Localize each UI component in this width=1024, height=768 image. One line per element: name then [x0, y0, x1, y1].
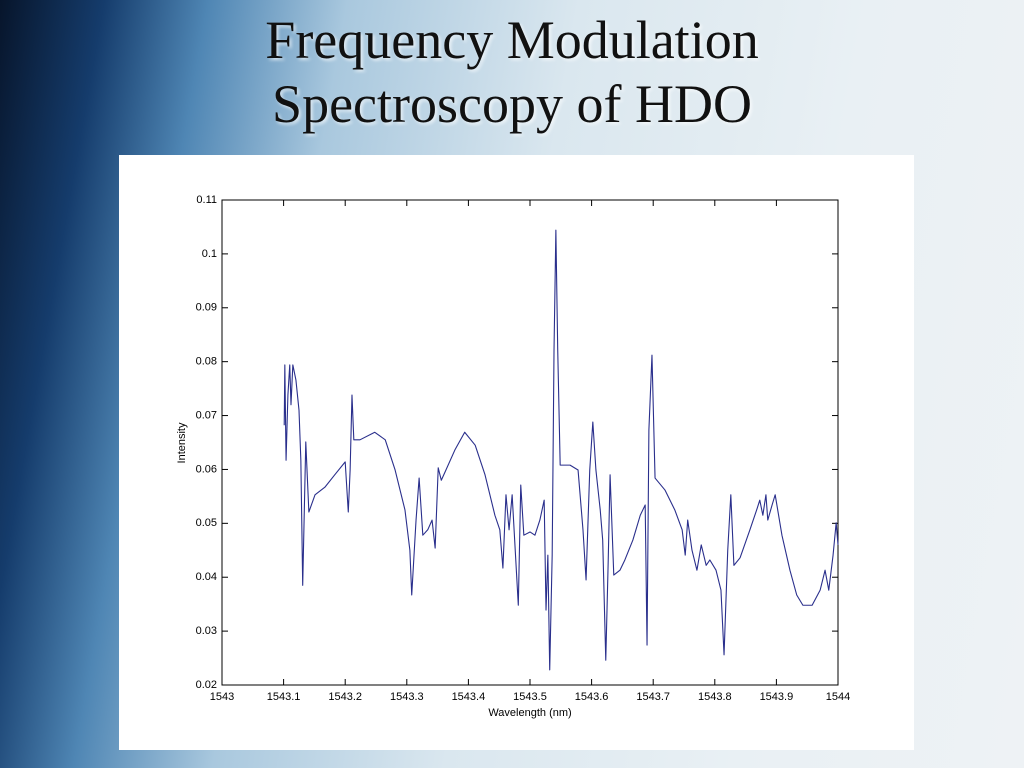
x-tick-label: 1543.9 — [760, 691, 794, 703]
y-tick-label: 0.04 — [196, 571, 217, 583]
y-tick-label: 0.05 — [196, 517, 217, 529]
chart-panel — [119, 155, 914, 750]
y-tick-label: 0.02 — [196, 679, 217, 691]
x-tick-label: 1543.1 — [267, 691, 301, 703]
x-tick-label: 1543 — [210, 691, 234, 703]
y-tick-label: 0.06 — [196, 463, 217, 475]
y-axis-label: Intensity — [176, 422, 188, 463]
y-tick-label: 0.03 — [196, 625, 217, 637]
y-tick-label: 0.09 — [196, 302, 217, 314]
x-tick-label: 1543.5 — [513, 691, 547, 703]
y-tick-label: 0.07 — [196, 409, 217, 421]
x-tick-label: 1543.6 — [575, 691, 609, 703]
x-tick-label: 1543.2 — [328, 691, 362, 703]
x-axis-label: Wavelength (nm) — [488, 707, 571, 719]
data-line — [283, 229, 839, 671]
x-tick-label: 1543.3 — [390, 691, 424, 703]
x-tick-label: 1543.8 — [698, 691, 732, 703]
x-tick-label: 1543.4 — [452, 691, 486, 703]
y-tick-label: 0.11 — [196, 194, 217, 206]
x-tick-label: 1544 — [826, 691, 850, 703]
y-tick-label: 0.08 — [196, 356, 217, 368]
x-tick-label: 1543.7 — [636, 691, 670, 703]
slide-title: Frequency Modulation Spectroscopy of HDO — [265, 10, 759, 134]
y-tick-label: 0.1 — [202, 248, 217, 260]
